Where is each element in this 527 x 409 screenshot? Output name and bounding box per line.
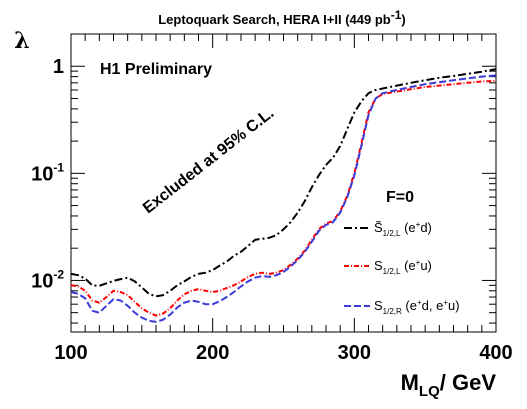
series-lines <box>70 68 497 323</box>
series-line-3 <box>70 74 497 323</box>
chart-title-tail: ) <box>401 12 405 27</box>
chart-title: Leptoquark Search, HERA I+II (449 pb-1) <box>158 8 406 27</box>
excluded-label: Excluded at 95% C.L. <box>140 105 277 217</box>
x-axis-label-main: M <box>401 370 419 395</box>
x-tick-labels: 100 200 300 400 <box>54 342 512 364</box>
x-axis-label-sub: LQ <box>419 383 440 400</box>
x-tick-label: 300 <box>338 342 371 364</box>
x-axis-label-tail: / GeV <box>440 370 497 395</box>
coupling-label: F=0 <box>386 189 414 206</box>
experiment-label: H1 Preliminary <box>100 61 212 78</box>
legend: S̃1/2,L (e+d) S1/2,L (e+u) S1/2,R (e+d, e+… <box>344 220 460 316</box>
x-tick-label: 400 <box>479 342 512 364</box>
x-axis-label: MLQ/ GeV <box>401 370 497 400</box>
x-tick-label: 100 <box>54 342 87 364</box>
series-line-1 <box>70 68 497 298</box>
x-tick-label: 200 <box>196 342 229 364</box>
y-tick-label: 10-1 <box>31 160 64 185</box>
legend-label-2: S1/2,L (e+u) <box>374 258 432 276</box>
axis-ticks <box>70 33 497 332</box>
y-tick-label: 1 <box>53 56 64 78</box>
y-tick-labels: 1 10-1 10-2 <box>31 56 64 292</box>
chart-title-main: Leptoquark Search, HERA I+II (449 pb <box>158 12 391 27</box>
series-line-2 <box>70 79 497 317</box>
legend-label-3: S1/2,R (e+d, e+u) <box>374 298 460 316</box>
y-axis-label: λ <box>14 28 29 54</box>
y-tick-label: 10-2 <box>31 267 64 292</box>
chart-title-sup: -1 <box>391 8 402 22</box>
legend-label-1: S̃1/2,L (e+d) <box>374 220 432 238</box>
